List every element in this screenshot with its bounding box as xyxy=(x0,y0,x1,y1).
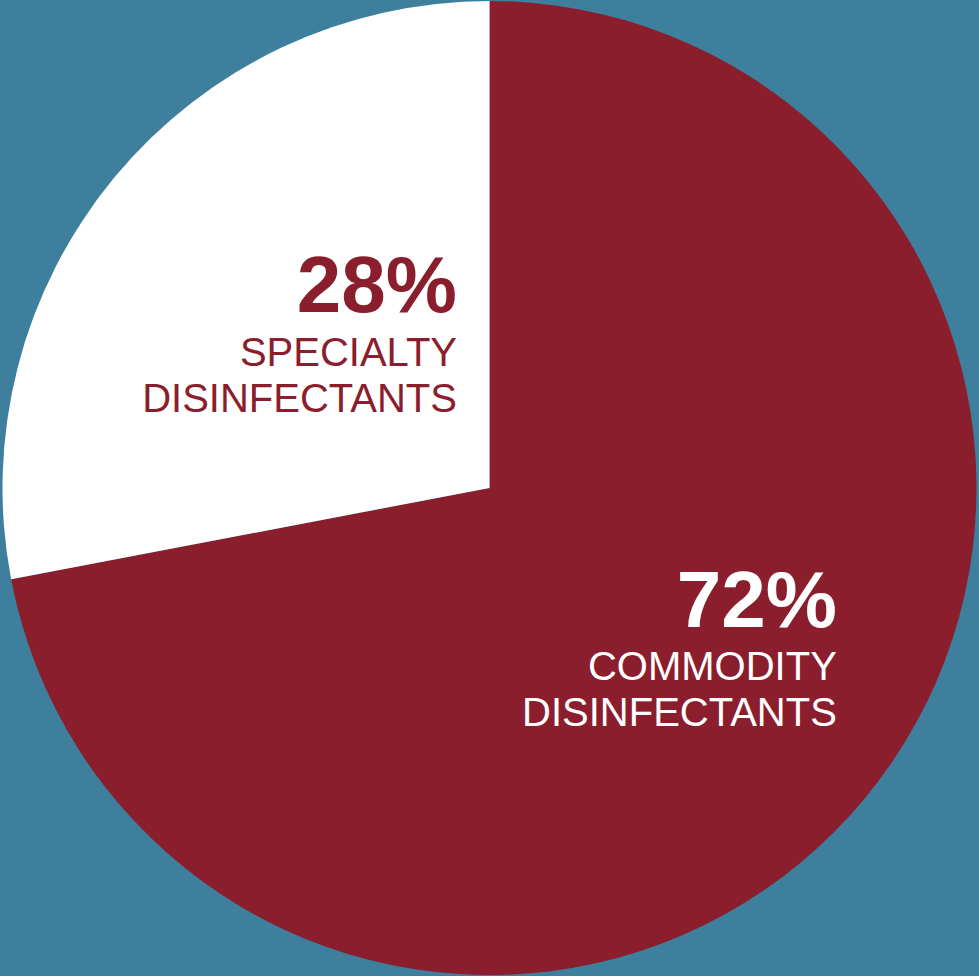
svg-text:COMMODITY: COMMODITY xyxy=(588,644,837,688)
svg-text:DISINFECTANTS: DISINFECTANTS xyxy=(522,690,837,734)
svg-text:28%: 28% xyxy=(297,240,457,329)
svg-text:SPECIALTY: SPECIALTY xyxy=(240,330,457,374)
svg-text:72%: 72% xyxy=(677,555,837,644)
svg-text:DISINFECTANTS: DISINFECTANTS xyxy=(142,376,457,420)
